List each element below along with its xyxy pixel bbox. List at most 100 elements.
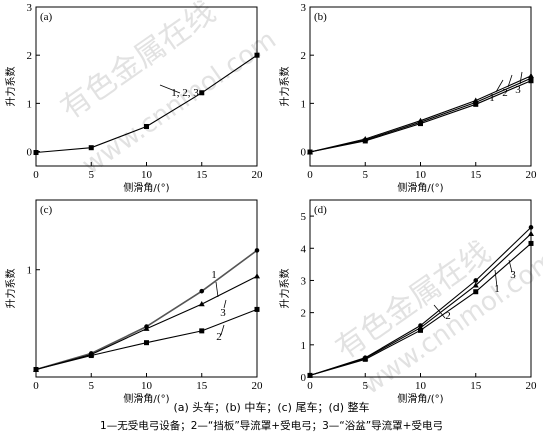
- x-tick-label: 15: [470, 169, 482, 181]
- y-axis-label: 升力系数: [4, 67, 17, 107]
- x-tick-label: 10: [141, 380, 153, 392]
- x-tick-label: 5: [363, 380, 369, 392]
- series-annotation: 2: [445, 310, 451, 322]
- data-point: [88, 145, 94, 151]
- series-2: [307, 76, 534, 155]
- y-tick-label: 1: [27, 265, 33, 277]
- annotation-leader: [433, 304, 446, 319]
- x-tick-label: 20: [526, 169, 538, 181]
- series-annotation: 2: [216, 331, 222, 343]
- y-tick-label: 3: [301, 2, 307, 14]
- x-tick-label: 20: [526, 380, 538, 392]
- series-annotation: 2: [502, 87, 508, 99]
- series-annotation: 3: [515, 84, 521, 96]
- x-tick-label: 20: [252, 169, 264, 181]
- data-point: [418, 327, 423, 333]
- series-3: [33, 273, 260, 372]
- data-point: [254, 306, 260, 312]
- y-tick-label: 2: [27, 50, 33, 62]
- x-axis-label: 侧滑角/(°): [397, 392, 443, 405]
- annotation-leader: [223, 299, 227, 309]
- x-axis-label: 侧滑角/(°): [397, 181, 443, 194]
- series-annotation: 3: [510, 269, 516, 281]
- plot-frame: [35, 199, 258, 378]
- series-3: [307, 72, 534, 155]
- series-annotation: 1: [211, 269, 217, 281]
- data-point: [144, 123, 149, 129]
- data-point: [473, 289, 479, 295]
- data-point: [362, 136, 369, 142]
- annotation-leader: [507, 74, 513, 88]
- panel-label: (d): [314, 204, 327, 216]
- series-annotation: 3: [220, 307, 226, 319]
- y-tick-label: 2: [301, 308, 307, 320]
- y-tick-label: 0: [27, 147, 33, 159]
- x-tick-label: 0: [33, 380, 39, 392]
- annotation-leader: [159, 84, 181, 94]
- y-tick-label: 1: [301, 98, 307, 110]
- y-axis-label: 升力系数: [278, 67, 291, 107]
- data-point: [33, 366, 39, 372]
- annotation-leader: [494, 269, 498, 288]
- plot-frame: [309, 6, 532, 167]
- annotation-leader: [508, 259, 513, 273]
- figure-caption-panels: (a) 头车；(b) 中车；(c) 尾车；(d) 整车: [173, 401, 370, 414]
- y-tick-label: 3: [301, 275, 307, 287]
- data-point: [254, 248, 260, 253]
- data-point: [417, 324, 424, 330]
- series-1: [33, 52, 260, 156]
- data-point: [417, 117, 424, 123]
- data-point: [143, 325, 150, 331]
- x-tick-label: 5: [363, 169, 369, 181]
- x-tick-label: 5: [89, 380, 95, 392]
- y-tick-label: 4: [301, 243, 307, 255]
- data-point: [198, 301, 205, 307]
- data-point: [254, 273, 260, 279]
- y-tick-label: 0: [301, 372, 307, 384]
- data-point: [33, 150, 39, 156]
- series-3: [307, 230, 534, 378]
- data-point: [362, 355, 369, 361]
- figure-caption-legend: 1—无受电弓设备；2—“挡板”导流罩+受电弓；3—“浴盆”导流罩+受电弓: [100, 420, 443, 432]
- panel-a: 0 5 10 15 20 0 1 2 3 侧滑角/(°) 升力系数 (a) 1, 2, 3: [4, 2, 263, 194]
- y-tick-label: 3: [27, 2, 33, 14]
- data-point: [144, 340, 149, 346]
- y-tick-label: 1: [301, 340, 307, 352]
- panel-label: (b): [314, 11, 327, 23]
- x-tick-label: 0: [307, 169, 313, 181]
- data-point: [199, 288, 205, 294]
- x-tick-label: 15: [196, 169, 208, 181]
- x-tick-label: 15: [470, 380, 482, 392]
- annotation-leader: [519, 71, 523, 85]
- panel-c: 0 5 10 15 20 1 侧滑角/(°) 升力系数 (c) 1 2 3: [4, 199, 263, 405]
- x-axis-label: 侧滑角/(°): [123, 392, 169, 405]
- y-tick-label: 1: [27, 98, 33, 110]
- data-point: [88, 351, 95, 357]
- data-point: [307, 149, 313, 155]
- annotation-leader: [215, 281, 219, 298]
- x-tick-label: 15: [196, 380, 208, 392]
- data-point: [472, 97, 479, 103]
- series-annotation: 1: [489, 92, 495, 104]
- data-point: [472, 282, 479, 288]
- data-point: [199, 90, 205, 96]
- panel-label: (c): [40, 204, 53, 216]
- annotation-leader: [220, 324, 225, 336]
- y-axis-label: 升力系数: [278, 269, 291, 309]
- panel-d: 0 5 10 15 20 0 1 2 3 4 5 侧滑角/(°) 升力系数 (d) 1 2 3: [278, 199, 538, 405]
- panel-label: (a): [40, 11, 53, 23]
- data-point: [199, 328, 205, 334]
- data-point: [528, 240, 534, 246]
- x-tick-label: 10: [415, 380, 427, 392]
- y-tick-label: 5: [301, 211, 307, 223]
- series-annotation: 1, 2, 3: [171, 87, 199, 99]
- data-point: [528, 225, 534, 230]
- data-point: [307, 372, 313, 378]
- series-line: [309, 75, 532, 153]
- x-tick-label: 10: [415, 169, 427, 181]
- x-tick-label: 5: [89, 169, 95, 181]
- data-point: [528, 72, 534, 79]
- x-tick-label: 0: [307, 380, 313, 392]
